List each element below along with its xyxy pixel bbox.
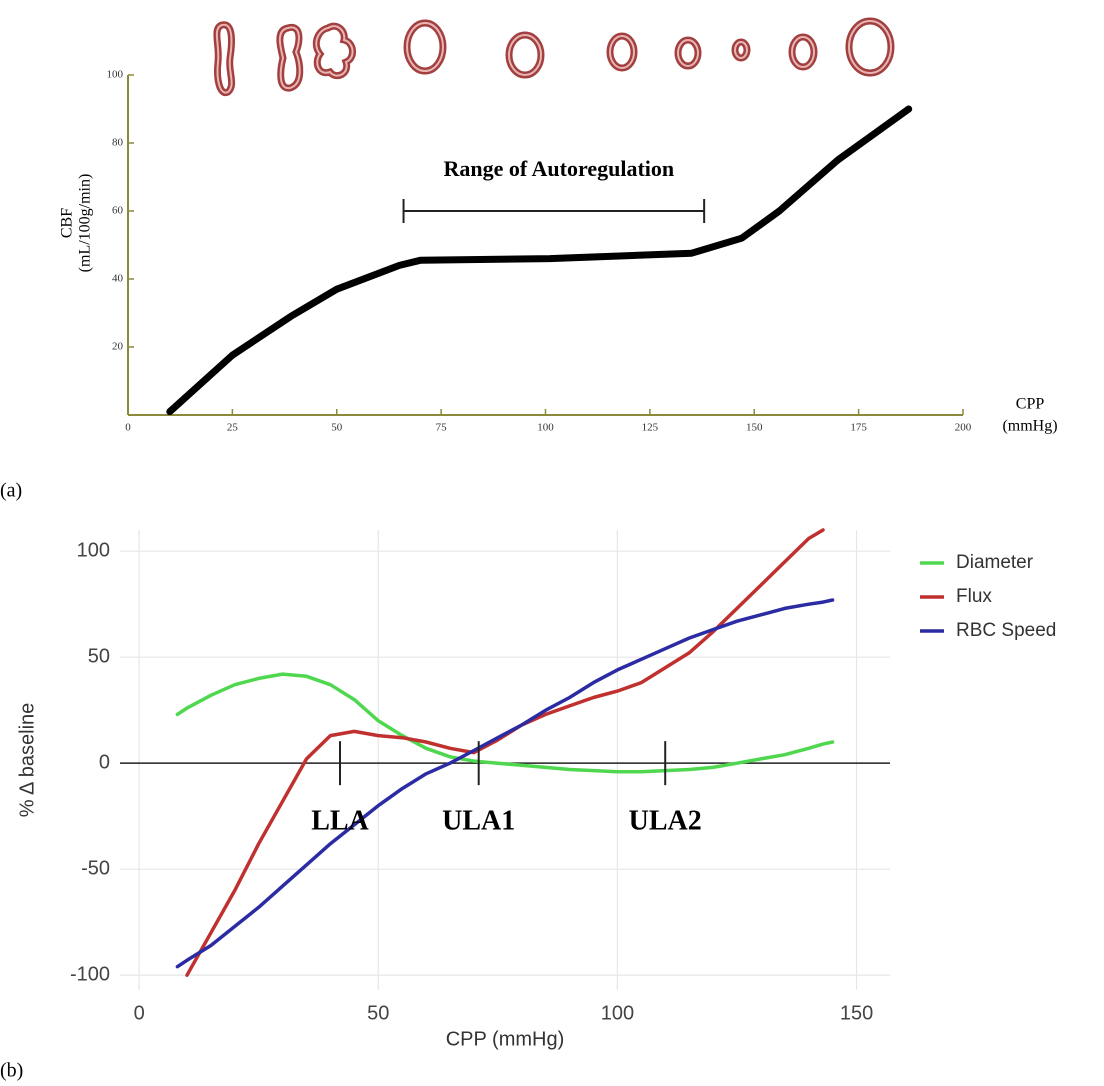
x-tick-label: 0 [134,1002,145,1024]
y-axis-label: CBF [59,208,76,238]
y-tick-label: 40 [112,273,124,285]
data-line [166,105,913,416]
chart: 20 40 60 80 100 0 25 50 75 100 125 150 175 200 CBF (mL/… [59,69,1058,435]
vessel-icons [213,17,895,97]
panel-label: (a) [0,480,22,502]
data-line [175,672,835,774]
y-tick-label: 60 [112,205,124,217]
x-tick-label: 150 [746,422,763,434]
y-tick-label: 100 [107,69,124,81]
y-tick-label: -50 [81,857,110,879]
x-tick-label: 75 [436,422,448,434]
plot-background [120,530,890,990]
y-tick-label: 50 [88,645,110,667]
y-tick-label: 80 [112,137,124,149]
legend-label: Diameter [956,552,1034,573]
y-tick-label: 100 [77,539,110,561]
y-axis-label: % Δ baseline [16,703,38,818]
x-tick-label: 200 [955,422,972,434]
panel-label: (b) [0,1060,23,1082]
x-tick-label: 50 [367,1002,389,1024]
legend-label: RBC Speed [956,620,1056,641]
y-tick-label: -100 [70,963,110,985]
x-tick-label: 25 [227,422,239,434]
legend-label: Flux [956,586,992,607]
y-tick-label: 20 [112,341,124,353]
x-tick-label: 125 [642,422,659,434]
y-tick-label: 0 [99,751,110,773]
x-tick-label: 100 [601,1002,634,1024]
x-tick-label: 150 [840,1002,873,1024]
x-axis-label: (mmHg) [1002,418,1057,435]
annotation: Range of Autoregulation [444,156,675,181]
x-tick-label: 100 [537,422,554,434]
x-tick-label: 50 [331,422,343,434]
x-axis-label: CPP (mmHg) [446,1028,565,1050]
annotation: ULA1 [442,806,515,837]
annotation: ULA2 [629,806,702,837]
x-tick-label: 175 [850,422,867,434]
x-axis-label: CPP [1016,396,1045,413]
x-tick-label: 0 [125,422,131,434]
y-axis-label: (mL/100g/min) [77,174,94,273]
chart: -100 -50 0 50 100 0 50 100 150 % Δ baseline CPP (m… [16,528,1056,1050]
data-line [175,598,835,969]
annotation: LLA [311,806,369,837]
